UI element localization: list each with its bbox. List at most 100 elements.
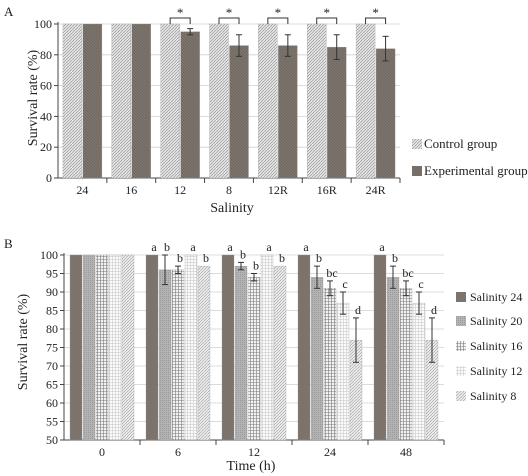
bar: [184, 254, 198, 441]
legend-swatch-salinity-16: [456, 341, 466, 351]
significance-letter: c: [342, 277, 347, 291]
bar: [386, 277, 400, 441]
significance-letter: b: [253, 259, 259, 273]
bar: [247, 277, 261, 441]
legend-label-salinity-20: Salinity 20: [470, 314, 522, 328]
significance-letter: a: [303, 240, 309, 254]
y-tick-label: 20: [40, 140, 52, 154]
bar: [399, 288, 413, 441]
bar: [297, 254, 311, 441]
x-tick-label: 24: [324, 445, 336, 459]
significance-star: *: [275, 5, 282, 20]
legend-label-experimental: Experimental group: [424, 163, 528, 178]
panel-b-label: B: [4, 236, 13, 251]
significance-letter: b: [316, 251, 322, 265]
bar: [307, 23, 327, 179]
significance-bracket: [169, 17, 191, 24]
legend-label-salinity-12: Salinity 12: [470, 364, 522, 378]
y-tick-label: 80: [40, 48, 52, 62]
bar: [95, 254, 109, 441]
x-tick-label: 48: [400, 445, 412, 459]
bar: [69, 254, 83, 441]
significance-star: *: [177, 5, 184, 20]
significance-star: *: [226, 5, 233, 20]
bar: [62, 23, 83, 179]
x-tick-label: 12R: [268, 183, 288, 197]
legend-swatch-salinity-12: [456, 366, 466, 376]
legend-label-salinity-16: Salinity 16: [470, 339, 522, 353]
bar: [131, 23, 151, 179]
bar: [158, 269, 172, 441]
significance-letter: b: [164, 240, 170, 254]
y-tick-label: 85: [46, 304, 58, 318]
y-tick-label: 55: [46, 415, 58, 429]
legend-swatch-experimental: [412, 166, 422, 176]
y-tick-label: 100: [34, 17, 52, 31]
bar: [121, 254, 135, 441]
panel-b-ylabel: Survival rate (%): [16, 293, 31, 390]
x-tick-label: 0: [99, 445, 105, 459]
x-tick-label: 8: [226, 183, 232, 197]
significance-bracket: [316, 17, 338, 24]
bar: [145, 254, 159, 441]
significance-star: *: [372, 5, 379, 20]
significance-letter: b: [240, 247, 246, 261]
bar: [323, 288, 337, 441]
y-tick-label: 60: [40, 79, 52, 93]
significance-letter: b: [392, 251, 398, 265]
significance-letter: a: [379, 240, 385, 254]
significance-letter: a: [151, 240, 157, 254]
panel-a-xlabel: Salinity: [210, 201, 254, 216]
bar: [82, 23, 103, 179]
x-tick-label: 12: [248, 445, 260, 459]
bar: [221, 254, 235, 441]
panel-a-label: A: [4, 4, 14, 19]
significance-letter: b: [177, 251, 183, 265]
y-tick-label: 100: [40, 248, 58, 262]
panel-a-ylabel: Survival rate (%): [26, 49, 41, 146]
bar: [412, 302, 426, 441]
bar: [373, 254, 387, 441]
bar: [258, 23, 278, 179]
significance-letter: a: [227, 240, 233, 254]
bar: [180, 31, 200, 179]
bar: [278, 45, 298, 179]
y-tick-label: 75: [46, 341, 58, 355]
y-tick-label: 40: [40, 109, 52, 123]
significance-letter: b: [203, 251, 209, 265]
significance-letter: c: [418, 277, 423, 291]
legend-swatch-control: [412, 139, 422, 149]
significance-bracket: [267, 17, 289, 24]
legend-label-salinity-8: Salinity 8: [470, 389, 516, 403]
legend-swatch-salinity-8: [456, 391, 466, 401]
y-tick-label: 65: [46, 378, 58, 392]
significance-letter: bc: [326, 266, 337, 280]
bar: [310, 277, 324, 441]
y-tick-label: 90: [46, 285, 58, 299]
legend-label-control: Control group: [424, 136, 497, 151]
panel-a-legend: Control group Experimental group: [412, 136, 528, 178]
bar: [355, 23, 376, 179]
y-tick-label: 80: [46, 322, 58, 336]
bar: [229, 45, 249, 179]
panel-b-legend: Salinity 24 Salinity 20 Salinity 16 Sali…: [456, 290, 522, 403]
x-tick-label: 16: [125, 183, 137, 197]
legend-label-salinity-24: Salinity 24: [470, 290, 522, 304]
y-tick-label: 70: [46, 359, 58, 373]
bar: [111, 23, 131, 179]
bar: [160, 23, 180, 179]
significance-bracket: [365, 17, 387, 24]
panel-a-plot: 0 20 40 60 80 100 24 16 12 * 8 * 12R * 16R * 24R *: [34, 5, 401, 197]
significance-bracket: [218, 17, 240, 24]
y-tick-label: 50: [46, 433, 58, 447]
significance-letter: b: [279, 251, 285, 265]
bar: [273, 265, 287, 441]
y-tick-label: 0: [46, 171, 52, 185]
significance-star: *: [323, 5, 330, 20]
significance-letter: a: [266, 240, 272, 254]
significance-letter: a: [190, 240, 196, 254]
bar: [108, 254, 122, 441]
bar: [327, 46, 347, 179]
